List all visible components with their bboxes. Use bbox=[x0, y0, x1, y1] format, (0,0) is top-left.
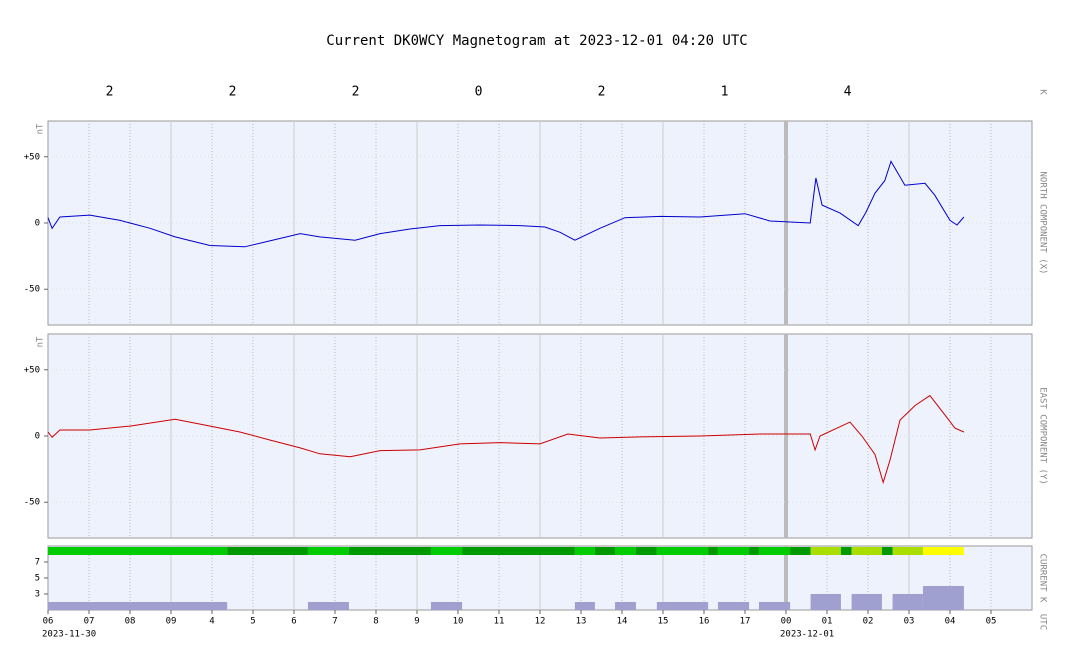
k-strip bbox=[922, 547, 964, 555]
k-strip bbox=[717, 547, 750, 555]
bar bbox=[307, 602, 349, 610]
k-strip bbox=[790, 547, 811, 555]
k-value: 2 bbox=[229, 85, 237, 100]
x-tick-label: 08 bbox=[125, 617, 136, 627]
series-name: NORTH COMPONENT (X) bbox=[1038, 172, 1048, 275]
k-label: K bbox=[1038, 89, 1048, 95]
x-tick-label: 6 bbox=[291, 617, 296, 627]
x-tick-label: 06 bbox=[43, 617, 54, 627]
k-value: 1 bbox=[721, 85, 729, 100]
x-tick-label: 05 bbox=[986, 617, 997, 627]
x-tick-label: 8 bbox=[373, 617, 378, 627]
series-line bbox=[47, 160, 965, 248]
x-tick-label: 4 bbox=[209, 617, 214, 627]
x-tick-label: 09 bbox=[166, 617, 177, 627]
k-strip bbox=[348, 547, 431, 555]
date-label: 2023-12-01 bbox=[780, 630, 834, 640]
bar bbox=[48, 602, 228, 610]
k-value: 2 bbox=[598, 85, 606, 100]
x-tick-label: 13 bbox=[576, 617, 587, 627]
x-tick-label: 14 bbox=[617, 617, 628, 627]
k-value: 0 bbox=[475, 85, 483, 100]
y-tick-label: -50 bbox=[24, 498, 40, 508]
k-strip bbox=[758, 547, 791, 555]
x-tick-label: 02 bbox=[863, 617, 874, 627]
bar bbox=[717, 602, 750, 610]
k-value: 2 bbox=[106, 85, 114, 100]
bar bbox=[810, 594, 841, 610]
y-tick-label: +50 bbox=[24, 152, 40, 162]
x-tick-label: 11 bbox=[494, 617, 505, 627]
x-tick-label: 03 bbox=[904, 617, 915, 627]
x-tick-label: 10 bbox=[453, 617, 464, 627]
k-strip bbox=[635, 547, 657, 555]
k-strip bbox=[574, 547, 595, 555]
x-tick-label: 01 bbox=[822, 617, 833, 627]
k-strip bbox=[892, 547, 923, 555]
bar bbox=[656, 602, 709, 610]
k-value: 2 bbox=[352, 85, 360, 100]
x-tick-label: 5 bbox=[250, 617, 255, 627]
k-strip bbox=[227, 547, 308, 555]
k-strip bbox=[615, 547, 636, 555]
k-strip bbox=[656, 547, 709, 555]
k-strip bbox=[594, 547, 616, 555]
y-tick-label: 3 bbox=[35, 590, 40, 600]
k-strip bbox=[840, 547, 852, 555]
x-tick-label: 15 bbox=[658, 617, 669, 627]
x-tick-label: 04 bbox=[945, 617, 956, 627]
x-tick-label: 12 bbox=[535, 617, 546, 627]
y-tick-label: 5 bbox=[35, 574, 40, 584]
y-unit: nT bbox=[36, 336, 46, 347]
title: Current DK0WCY Magnetogram at 2023-12-01… bbox=[326, 33, 747, 49]
x-tick-label: 17 bbox=[740, 617, 751, 627]
series-line bbox=[47, 394, 965, 485]
bar bbox=[758, 602, 791, 610]
k-strip bbox=[462, 547, 575, 555]
y-tick-label: 0 bbox=[35, 219, 40, 229]
x-tick-label: 16 bbox=[699, 617, 710, 627]
y-tick-label: -50 bbox=[24, 285, 40, 295]
k-strip bbox=[708, 547, 718, 555]
k-strip bbox=[307, 547, 349, 555]
bar bbox=[851, 594, 882, 610]
x-tick-label: 9 bbox=[414, 617, 419, 627]
y-tick-label: 0 bbox=[35, 432, 40, 442]
x-tick-label: 07 bbox=[84, 617, 95, 627]
y-tick-label: 7 bbox=[35, 558, 40, 568]
k-strip bbox=[810, 547, 841, 555]
k-strip bbox=[881, 547, 893, 555]
chart-name: CURRENT K bbox=[1038, 554, 1048, 603]
y-tick-label: +50 bbox=[24, 365, 40, 375]
y-unit: nT bbox=[36, 123, 46, 134]
k-strip bbox=[430, 547, 463, 555]
bar bbox=[574, 602, 595, 610]
bar bbox=[615, 602, 636, 610]
k-strip bbox=[851, 547, 882, 555]
series-name: EAST COMPONENT (Y) bbox=[1038, 387, 1048, 485]
bar bbox=[922, 586, 964, 610]
x-tick-label: 00 bbox=[781, 617, 792, 627]
bar bbox=[892, 594, 923, 610]
k-strip bbox=[749, 547, 759, 555]
bar bbox=[430, 602, 463, 610]
x-label: UTC bbox=[1038, 614, 1048, 630]
date-label: 2023-11-30 bbox=[42, 630, 96, 640]
x-tick-label: 7 bbox=[332, 617, 337, 627]
k-value: 4 bbox=[844, 85, 852, 100]
k-strip bbox=[48, 547, 228, 555]
